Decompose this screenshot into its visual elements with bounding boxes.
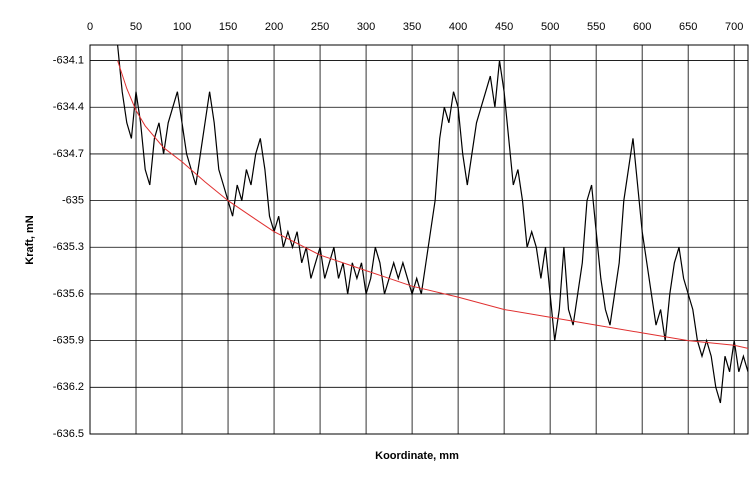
y-tick-label: -635.3 [53,241,84,253]
y-tick-label: -634.1 [53,54,84,66]
x-tick-label: 150 [219,21,237,33]
x-tick-label: 550 [587,21,605,33]
y-tick-label: -635 [62,195,84,207]
x-tick-label: 0 [87,21,93,33]
x-tick-label: 300 [357,21,375,33]
x-tick-label: 200 [265,21,283,33]
x-tick-label: 700 [725,21,743,33]
plot-area [89,44,749,435]
y-tick-label: -634.7 [53,148,84,160]
y-tick-label: -634.4 [53,101,84,113]
x-tick-label: 500 [541,21,559,33]
x-tick-label: 450 [495,21,513,33]
y-tick-label: -636.2 [53,381,84,393]
y-tick-label: -635.9 [53,335,84,347]
data-line [117,44,749,404]
y-tick-label: -636.5 [53,428,84,440]
x-tick-label: 600 [633,21,651,33]
y-tick-label: -635.6 [53,288,84,300]
x-tick-label: 350 [403,21,421,33]
data-line [117,60,749,349]
x-tick-label: 400 [449,21,467,33]
x-tick-label: 100 [173,21,191,33]
x-tick-label: 50 [130,21,142,33]
x-tick-label: 250 [311,21,329,33]
x-tick-label: 650 [679,21,697,33]
x-axis-title: Koordinate, mm [375,450,459,462]
y-axis-title: Kraft, mN [24,215,36,265]
